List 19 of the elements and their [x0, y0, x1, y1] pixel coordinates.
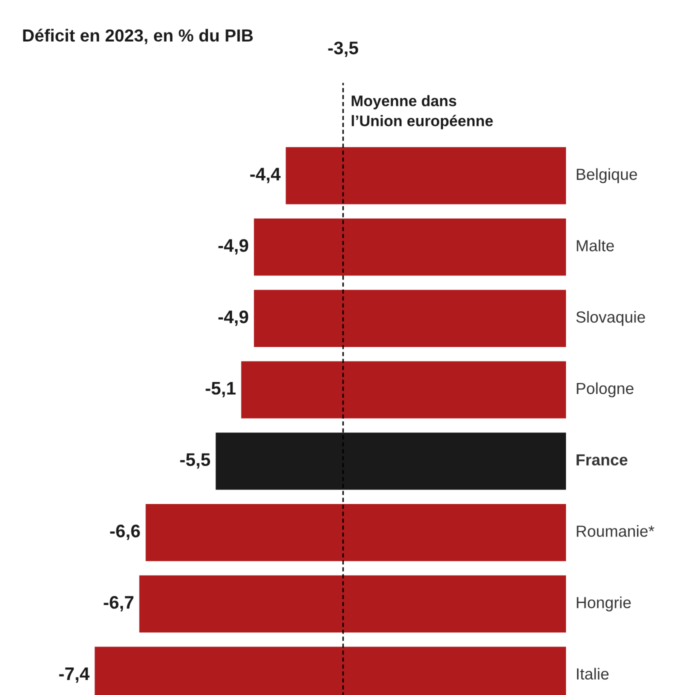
y-tick-label: France [576, 454, 628, 466]
data-label: -7,4 [59, 668, 90, 683]
y-tick-label: Malte [576, 240, 614, 252]
data-label: -6,6 [110, 524, 140, 540]
y-tick-label: Hongrie [576, 596, 631, 612]
y-tick-label: Belgique [576, 168, 638, 184]
y-tick-label: Italie [577, 668, 609, 680]
y-tick-label: Slovaquie [576, 310, 645, 326]
data-label: -5,5 [180, 453, 210, 469]
annotation: Moyenne dans l’Union européenne [352, 95, 493, 130]
y-tick-label: Roumanie* [576, 525, 654, 537]
data-label: -4,9 [218, 310, 248, 326]
data-label: -5,1 [206, 382, 236, 398]
data-label: -4,4 [250, 168, 281, 184]
data-label: -6,7 [104, 596, 134, 612]
ref-line-label: -3,5 [328, 42, 358, 57]
y-tick-label: Pologne [576, 382, 634, 398]
data-label: -4,9 [218, 239, 248, 255]
chart-title: Déficit en 2023, en % du PIB [23, 28, 253, 44]
